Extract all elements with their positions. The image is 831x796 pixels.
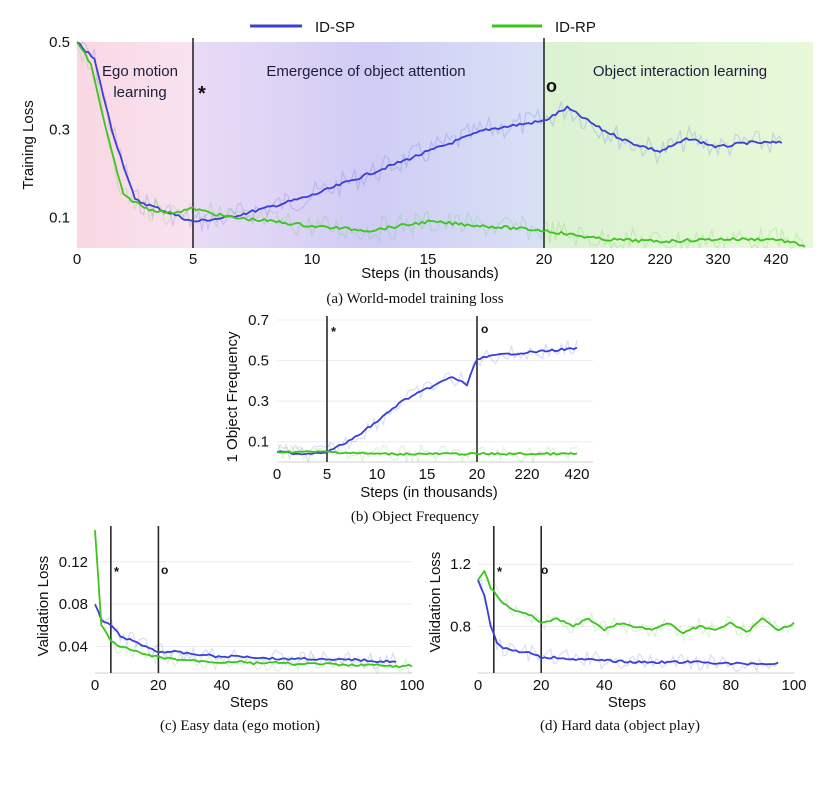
caption-b: (b) Object Frequency [351, 509, 480, 525]
phase-region-object-attention [193, 42, 544, 248]
series-line-id-sp [477, 579, 779, 666]
x-tick-label: 0 [273, 466, 281, 483]
y-tick-label: 0.3 [248, 393, 269, 410]
panel-c-plot: 0.04 0.08 0.12 0 20 40 60 80 100 [59, 526, 425, 694]
y-tick-label: 0.5 [248, 353, 269, 370]
phase-label-ego-motion-line1: Ego motion [102, 63, 178, 80]
y-tick-label: 0.08 [59, 596, 88, 613]
series-line-id-sp [276, 346, 578, 456]
x-tick-label: 420 [763, 251, 788, 268]
panel-b-plot: 0.1 0.3 0.5 0.7 0 5 10 15 20 220 420 [248, 312, 593, 483]
y-axis-label-d: Validation Loss [427, 552, 444, 653]
star-marker-b: * [331, 324, 337, 339]
x-tick-label: 40 [213, 677, 230, 694]
y-tick-label: 0.12 [59, 554, 88, 571]
x-tick-label: 15 [420, 251, 437, 268]
panel-d-plot: 0.8 1.2 0 20 40 60 80 100 [450, 526, 807, 694]
x-tick-label: 80 [340, 677, 357, 694]
x-tick-label: 220 [647, 251, 672, 268]
y-tick-label: 1.2 [450, 556, 471, 573]
series-line-id-rp [276, 450, 578, 456]
star-marker-a: * [198, 83, 206, 105]
x-tick-label: 20 [469, 466, 486, 483]
series-line-id-sp [94, 604, 397, 664]
series-noise-id-rp [477, 574, 795, 642]
series-noise-id-sp [477, 578, 779, 674]
series-noise-id-rp [276, 442, 578, 465]
legend: ID-SP ID-RP [250, 19, 596, 36]
y-axis-label-a: Training Loss [20, 100, 37, 190]
series-noise-id-sp [94, 603, 397, 670]
star-marker-c: * [114, 564, 120, 579]
x-tick-label: 15 [419, 466, 436, 483]
caption-d: (d) Hard data (object play) [540, 718, 700, 734]
series-line-id-sp [76, 41, 783, 223]
phase-label-object-interaction: Object interaction learning [593, 63, 767, 80]
phase-label-object-attention: Emergence of object attention [266, 63, 465, 80]
panel-a-plot: 0.1 0.3 0.5 0 5 10 15 20 120 220 320 420 [49, 34, 806, 268]
x-tick-label: 80 [722, 677, 739, 694]
circle-marker-d: o [541, 563, 548, 577]
series-line-id-rp [477, 570, 795, 635]
x-tick-label: 10 [304, 251, 321, 268]
y-tick-label: 0.7 [248, 312, 269, 329]
phase-label-ego-motion-line2: learning [113, 84, 166, 101]
phase-region-object-interaction [544, 42, 813, 248]
panel-c: 0.04 0.08 0.12 0 20 40 60 80 100 * o Validation … [35, 526, 425, 734]
x-tick-label: 0 [91, 677, 99, 694]
circle-marker-b: o [481, 322, 488, 336]
panel-a: Ego motion learning Emergence of object … [20, 34, 813, 307]
x-tick-label: 320 [705, 251, 730, 268]
x-tick-label: 60 [277, 677, 294, 694]
series-noise-id-rp [94, 529, 413, 675]
circle-marker-c: o [161, 563, 168, 577]
x-tick-label: 120 [589, 251, 614, 268]
series-noise-id-sp [276, 340, 578, 464]
x-tick-label: 220 [514, 466, 539, 483]
y-tick-label: 0.1 [49, 209, 70, 226]
caption-a: (a) World-model training loss [326, 291, 503, 307]
x-axis-label-a: Steps (in thousands) [361, 265, 499, 282]
caption-c: (c) Easy data (ego motion) [160, 718, 320, 734]
y-tick-label: 0.5 [49, 34, 70, 51]
x-tick-label: 10 [369, 466, 386, 483]
x-axis-label-d: Steps [608, 694, 646, 711]
series-line-id-rp [94, 530, 413, 669]
star-marker-d: * [497, 564, 503, 579]
x-axis-label-c: Steps [230, 694, 268, 711]
circle-marker-a: o [546, 76, 557, 96]
x-axis-label-b: Steps (in thousands) [360, 484, 498, 501]
legend-label-id-sp: ID-SP [315, 19, 355, 36]
x-tick-label: 20 [536, 251, 553, 268]
y-tick-label: 0.3 [49, 122, 70, 139]
x-tick-label: 100 [781, 677, 806, 694]
x-tick-label: 0 [474, 677, 482, 694]
x-tick-label: 420 [564, 466, 589, 483]
x-tick-label: 20 [533, 677, 550, 694]
x-tick-label: 60 [659, 677, 676, 694]
y-tick-label: 0.04 [59, 639, 88, 656]
x-tick-label: 40 [596, 677, 613, 694]
x-tick-label: 5 [323, 466, 331, 483]
y-axis-label-b: 1 Object Frequency [224, 331, 241, 462]
x-tick-label: 0 [73, 251, 81, 268]
legend-label-id-rp: ID-RP [555, 19, 596, 36]
x-tick-label: 5 [189, 251, 197, 268]
x-tick-label: 100 [399, 677, 424, 694]
x-tick-label: 20 [150, 677, 167, 694]
panel-d: 0.8 1.2 0 20 40 60 80 100 * o Validation Loss S… [427, 526, 807, 734]
y-tick-label: 0.8 [450, 618, 471, 635]
y-tick-label: 0.1 [248, 434, 269, 451]
y-axis-label-c: Validation Loss [35, 556, 52, 657]
series-line-id-rp [76, 41, 806, 248]
panel-b: 0.1 0.3 0.5 0.7 0 5 10 15 20 220 420 * o 1 Object … [224, 312, 593, 525]
series-noise-id-rp [76, 46, 806, 251]
